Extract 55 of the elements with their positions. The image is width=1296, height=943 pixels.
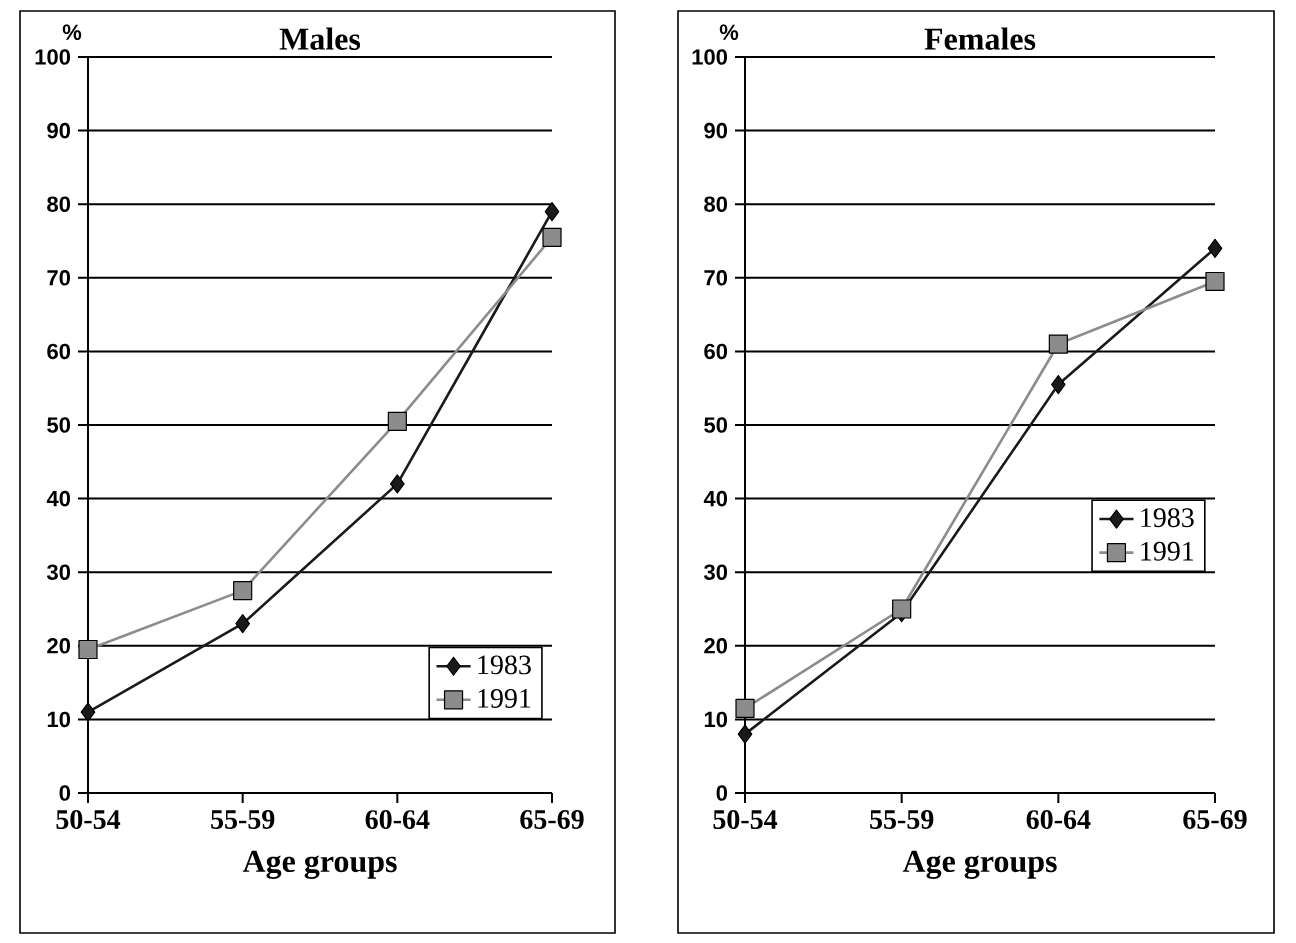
y-axis-title: %: [62, 24, 82, 40]
point: [1205, 271, 1225, 292]
point: [735, 698, 755, 718]
x-tick-label: 55-59: [870, 810, 934, 829]
x-tick-label: 60-64: [365, 810, 430, 829]
y-tick-label: 60: [47, 343, 71, 360]
y-tick-label: 100: [35, 49, 71, 65]
y-tick-label: 10: [704, 711, 728, 728]
x-tick-label: 65-69: [520, 810, 584, 829]
y-tick-label: 60: [704, 343, 728, 360]
y-tick-label: 40: [46, 490, 71, 507]
point: [1048, 334, 1068, 354]
y-tick-label: 70: [704, 270, 728, 286]
y-tick-label: 10: [47, 711, 71, 728]
y-tick-label: 70: [47, 270, 71, 286]
x-tick-label: 50-54: [713, 810, 778, 829]
y-tick-label: 20: [704, 638, 728, 654]
x-tick-label: 55-59: [211, 810, 275, 829]
y-tick-label: 90: [47, 122, 71, 139]
y-tick-label: 50: [47, 417, 71, 433]
y-tick-label: 20: [47, 638, 71, 654]
y-axis-title: %: [719, 24, 739, 40]
legend-label: 1991: [478, 689, 531, 708]
point: [78, 639, 98, 660]
y-tick-label: 30: [46, 564, 71, 581]
y-tick-label: 80: [47, 196, 71, 212]
point: [544, 201, 560, 222]
y-tick-label: 80: [704, 196, 728, 212]
chart-title: Males: [279, 27, 361, 50]
point: [542, 227, 562, 247]
point: [387, 411, 407, 431]
y-tick-label: 90: [704, 122, 728, 139]
point: [233, 581, 253, 601]
x-tick-label: 50-54: [56, 810, 121, 829]
x-axis-title: Age groups: [242, 850, 397, 879]
point: [1207, 238, 1223, 258]
x-tick-label: 65-69: [1183, 810, 1247, 829]
legend-label: 1983: [1141, 508, 1194, 528]
y-tick-label: 0: [716, 785, 728, 801]
x-tick-label: 60-64: [1026, 810, 1091, 829]
point: [235, 614, 251, 634]
x-axis-title: Age groups: [902, 850, 1057, 879]
y-tick-label: 30: [703, 564, 728, 581]
point: [80, 702, 96, 722]
y-tick-label: 100: [692, 49, 728, 65]
point: [737, 724, 753, 744]
legend-label: 1983: [478, 655, 531, 675]
point: [1050, 374, 1066, 395]
point: [389, 474, 405, 494]
y-tick-label: 40: [703, 490, 728, 507]
legend-label: 1991: [1141, 541, 1194, 561]
y-tick-label: 0: [59, 785, 71, 801]
chart-title: Females: [924, 27, 1036, 50]
y-tick-label: 50: [704, 417, 728, 433]
point: [892, 599, 912, 619]
